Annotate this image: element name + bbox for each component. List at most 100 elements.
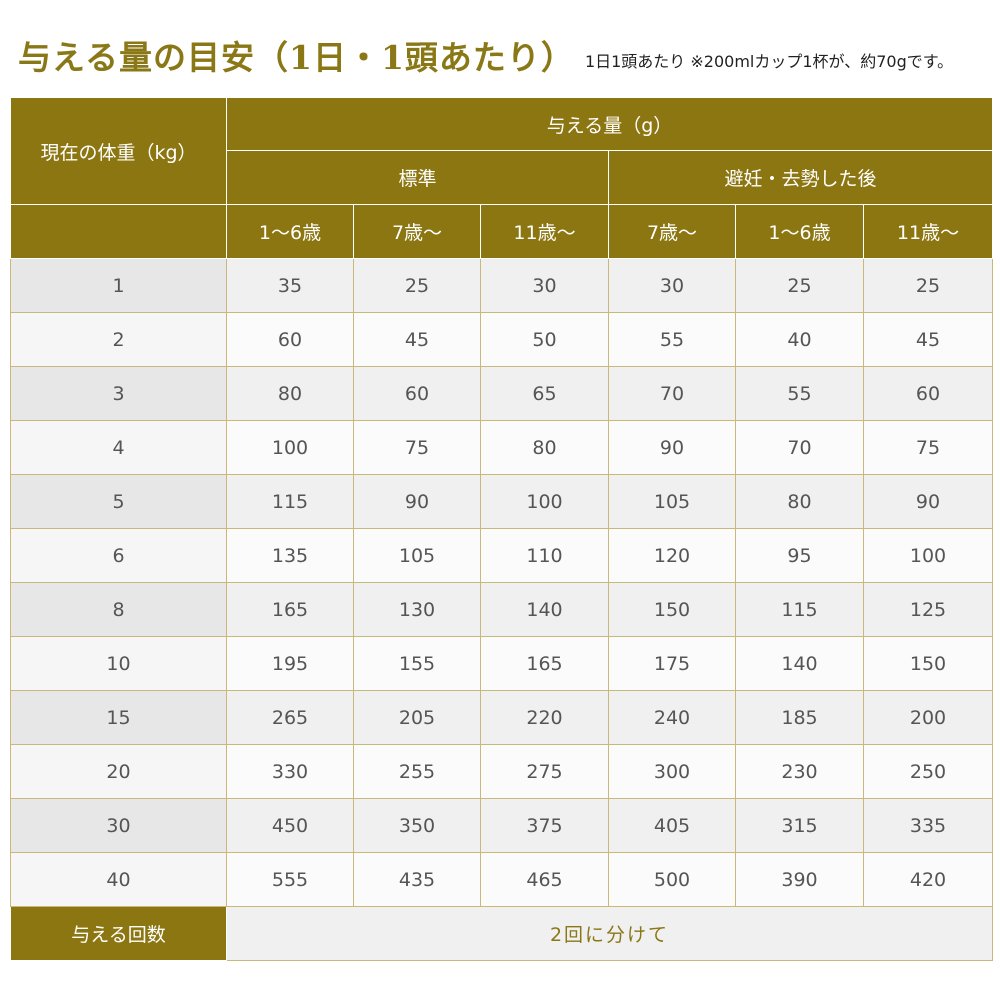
- amount-cell: 55: [735, 366, 864, 421]
- amount-cell: 120: [608, 528, 736, 583]
- amount-cell: 100: [862, 528, 994, 583]
- amount-cell: 75: [353, 420, 481, 475]
- header-row-amount: 現在の体重（kg） 与える量（g）: [10, 97, 994, 205]
- amount-cell: 25: [735, 258, 864, 313]
- amount-cell: 65: [480, 366, 609, 421]
- amount-cell: 70: [735, 420, 864, 475]
- table-row: 40 555 435 465 500 390 420: [10, 852, 994, 907]
- title-bar: 与える量の目安（1日・1頭あたり） 1日1頭あたり ※200mlカップ1杯が、約…: [18, 14, 993, 74]
- age-header: 7歳〜: [608, 204, 736, 259]
- amount-cell: 185: [735, 690, 864, 745]
- amount-cell: 30: [480, 258, 609, 313]
- table-row: 10 195 155 165 175 140 150: [10, 636, 994, 691]
- amount-cell: 465: [480, 852, 609, 907]
- amount-cell: 60: [226, 312, 354, 367]
- table-row: 6 135 105 110 120 95 100: [10, 528, 994, 583]
- amount-cell: 100: [226, 420, 354, 475]
- amount-cell: 90: [862, 474, 994, 529]
- serving-note: 1日1頭あたり ※200mlカップ1杯が、約70gです。: [584, 52, 954, 71]
- amount-cell: 130: [353, 582, 481, 637]
- weight-cell: 20: [10, 744, 227, 799]
- amount-cell: 25: [353, 258, 481, 313]
- age-header: 1〜6歳: [226, 204, 354, 259]
- age-header: 11歳〜: [480, 204, 609, 259]
- weight-cell: 10: [10, 636, 227, 691]
- amount-cell: 250: [862, 744, 994, 799]
- feeding-table: 現在の体重（kg） 与える量（g） 標準 避妊・去勢した後 1〜6歳 7歳〜 1…: [10, 97, 994, 961]
- amount-cell: 150: [862, 636, 994, 691]
- amount-cell: 35: [226, 258, 354, 313]
- amount-cell: 70: [608, 366, 736, 421]
- weight-cell: 4: [10, 420, 227, 475]
- amount-cell: 375: [480, 798, 609, 853]
- amount-cell: 315: [735, 798, 864, 853]
- weight-cell: 30: [10, 798, 227, 853]
- amount-cell: 450: [226, 798, 354, 853]
- weight-header-spacer: [10, 204, 227, 259]
- weight-cell: 3: [10, 366, 227, 421]
- amount-cell: 230: [735, 744, 864, 799]
- feeding-times-row: 与える回数 2回に分けて: [10, 906, 994, 961]
- amount-cell: 165: [480, 636, 609, 691]
- amount-cell: 265: [226, 690, 354, 745]
- amount-cell: 140: [480, 582, 609, 637]
- amount-cell: 255: [353, 744, 481, 799]
- amount-cell: 45: [353, 312, 481, 367]
- amount-cell: 300: [608, 744, 736, 799]
- age-header: 11歳〜: [862, 204, 994, 259]
- amount-cell: 60: [862, 366, 994, 421]
- amount-cell: 390: [735, 852, 864, 907]
- amount-cell: 330: [226, 744, 354, 799]
- table-row: 3 80 60 65 70 55 60: [10, 366, 994, 421]
- amount-cell: 275: [480, 744, 609, 799]
- amount-cell: 90: [608, 420, 736, 475]
- amount-cell: 30: [608, 258, 736, 313]
- table-row: 5 115 90 100 105 80 90: [10, 474, 994, 529]
- amount-cell: 75: [862, 420, 994, 475]
- weight-cell: 1: [10, 258, 227, 313]
- table-row: 4 100 75 80 90 70 75: [10, 420, 994, 475]
- amount-cell: 95: [735, 528, 864, 583]
- amount-header: 与える量（g）: [225, 97, 994, 151]
- amount-cell: 105: [353, 528, 481, 583]
- amount-cell: 80: [480, 420, 609, 475]
- amount-cell: 125: [862, 582, 994, 637]
- amount-cell: 405: [608, 798, 736, 853]
- feeding-times-value: 2回に分けて: [225, 906, 994, 961]
- amount-cell: 335: [862, 798, 994, 853]
- amount-cell: 55: [608, 312, 736, 367]
- amount-cell: 50: [480, 312, 609, 367]
- header-row-groups: 標準 避妊・去勢した後: [11, 150, 994, 205]
- amount-cell: 115: [226, 474, 354, 529]
- table-row: 1 35 25 30 30 25 25: [10, 258, 994, 313]
- amount-cell: 155: [353, 636, 481, 691]
- amount-cell: 175: [608, 636, 736, 691]
- weight-cell: 6: [10, 528, 227, 583]
- feeding-times-label: 与える回数: [10, 906, 227, 961]
- table-body: 1 35 25 30 30 25 25 2 60 45 50 55 40 45 3 80 60 65 70 55 60 4…: [10, 258, 994, 907]
- table-row: 2 60 45 50 55 40 45: [10, 312, 994, 367]
- amount-cell: 140: [735, 636, 864, 691]
- amount-cell: 200: [862, 690, 994, 745]
- weight-cell: 15: [10, 690, 227, 745]
- age-header: 1〜6歳: [735, 204, 864, 259]
- amount-cell: 555: [226, 852, 354, 907]
- amount-cell: 110: [480, 528, 609, 583]
- amount-cell: 240: [608, 690, 736, 745]
- amount-cell: 80: [226, 366, 354, 421]
- amount-cell: 80: [735, 474, 864, 529]
- header-row-ages: 1〜6歳 7歳〜 11歳〜 7歳〜 1〜6歳 11歳〜: [10, 204, 994, 259]
- amount-cell: 90: [353, 474, 481, 529]
- amount-cell: 100: [480, 474, 609, 529]
- weight-cell: 2: [10, 312, 227, 367]
- amount-cell: 115: [735, 582, 864, 637]
- amount-cell: 150: [608, 582, 736, 637]
- amount-cell: 135: [226, 528, 354, 583]
- amount-cell: 500: [608, 852, 736, 907]
- weight-cell: 5: [10, 474, 227, 529]
- weight-cell: 40: [10, 852, 227, 907]
- table-row: 20 330 255 275 300 230 250: [10, 744, 994, 799]
- weight-cell: 8: [10, 582, 227, 637]
- amount-cell: 165: [226, 582, 354, 637]
- amount-cell: 420: [862, 852, 994, 907]
